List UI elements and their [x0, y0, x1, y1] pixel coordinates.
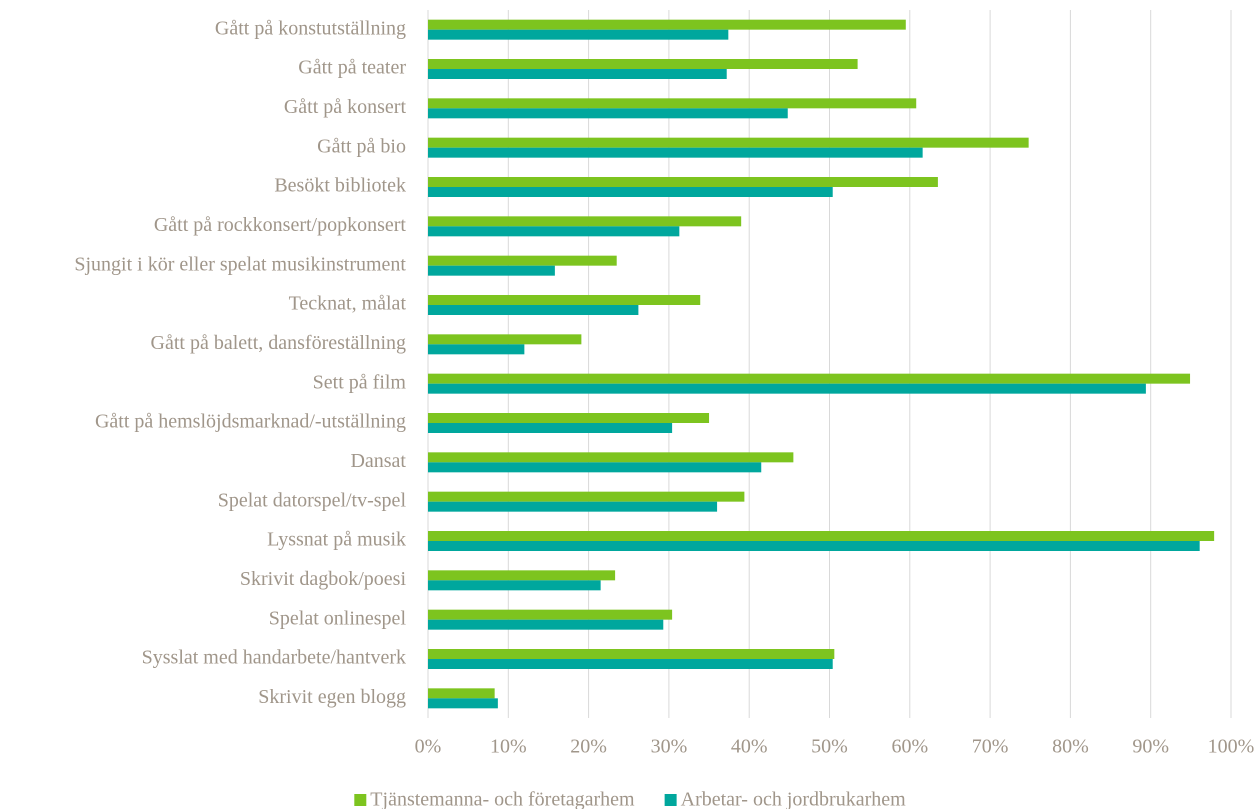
legend-label: Arbetar- och jordbrukarhem: [681, 789, 907, 809]
bar: [428, 609, 673, 620]
bar: [428, 59, 858, 69]
y-tick-label: Spelat datorspel/tv-spel: [218, 489, 407, 511]
y-tick-label: Gått på bio: [317, 135, 406, 157]
y-tick-label: Dansat: [350, 450, 406, 472]
bar: [428, 659, 833, 669]
bar: [428, 501, 718, 512]
bar: [428, 305, 639, 315]
bar: [428, 491, 745, 502]
bar: [428, 413, 710, 423]
bar: [428, 177, 938, 187]
bar: [428, 649, 835, 659]
bar: [428, 216, 742, 227]
bar: [428, 462, 762, 473]
bar: [428, 373, 1191, 384]
y-tick-label: Gått på hemslöjdsmarknad/-utställning: [95, 411, 406, 433]
x-tick-label: 10%: [490, 736, 527, 758]
x-tick-label: 50%: [811, 736, 848, 758]
bar: [428, 265, 555, 276]
bar: [428, 688, 495, 699]
legend-swatch: [664, 794, 677, 806]
y-tick-label: Besökt bibliotek: [274, 175, 406, 197]
x-tick-label: 30%: [651, 736, 688, 758]
x-tick-label: 80%: [1052, 736, 1089, 758]
bar: [428, 226, 680, 237]
bar: [428, 137, 1029, 148]
bar: [428, 541, 1200, 551]
bar: [428, 452, 794, 463]
bar: [428, 334, 582, 345]
x-tick-label: 20%: [570, 736, 607, 758]
bar: [428, 698, 498, 709]
y-tick-label: Spelat onlinespel: [269, 607, 407, 629]
y-tick-label: Gått på rockkonsert/popkonsert: [154, 214, 407, 236]
bar: [428, 98, 917, 109]
bar: [428, 19, 906, 30]
x-tick-label: 90%: [1132, 736, 1169, 758]
bar: [428, 187, 833, 197]
x-tick-label: 40%: [731, 736, 768, 758]
y-tick-label: Gått på konstutställning: [215, 17, 406, 39]
y-tick-label: Lyssnat på musik: [267, 529, 406, 551]
bar: [428, 108, 788, 119]
y-tick-label: Sjungit i kör eller spelat musikinstrume…: [74, 253, 406, 275]
y-tick-label: Skrivit dagbok/poesi: [240, 568, 407, 590]
x-tick-label: 0%: [415, 736, 442, 758]
legend-swatch: [354, 794, 367, 806]
y-tick-label: Sett på film: [313, 371, 407, 393]
y-tick-label: Skrivit egen blogg: [258, 686, 406, 708]
x-tick-label: 70%: [972, 736, 1009, 758]
bar: [428, 619, 664, 630]
y-tick-label: Tecknat, målat: [289, 293, 407, 315]
legend-label: Tjänstemanna- och företagarhem: [370, 789, 635, 809]
bar: [428, 570, 616, 581]
bar: [428, 255, 617, 266]
bar: [428, 29, 729, 40]
y-tick-label: Gått på teater: [298, 57, 406, 79]
y-tick-label: Sysslat med handarbete/hantverk: [142, 647, 406, 669]
bar: [428, 383, 1146, 394]
bar: [428, 531, 1215, 541]
bar: [428, 147, 923, 158]
x-tick-label: 100%: [1208, 736, 1255, 758]
y-tick-label: Gått på konsert: [284, 96, 407, 118]
bar: [428, 344, 525, 355]
bar: [428, 580, 601, 591]
y-tick-label: Gått på balett, dansföreställning: [151, 332, 406, 354]
bar: [428, 423, 673, 433]
bar: [428, 69, 727, 79]
bar: [428, 295, 701, 305]
x-tick-label: 60%: [891, 736, 928, 758]
